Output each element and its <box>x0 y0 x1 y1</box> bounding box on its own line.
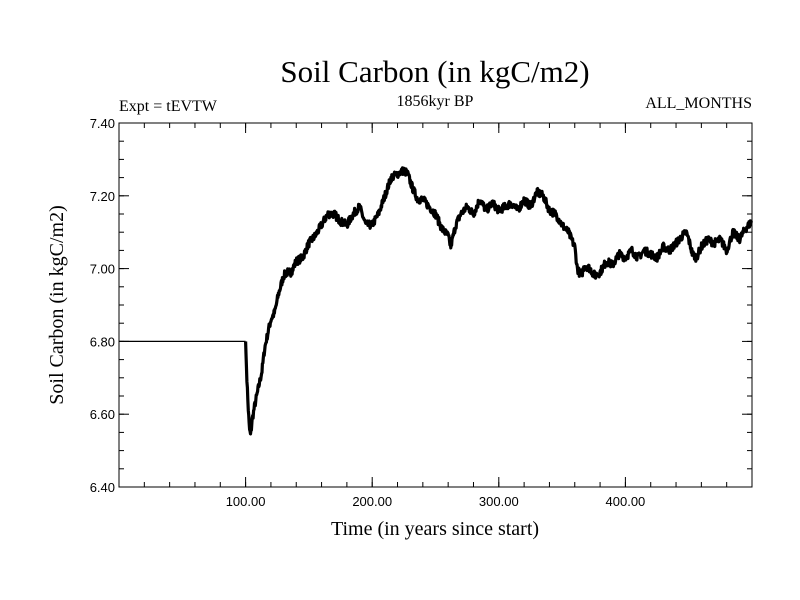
y-axis-label: Soil Carbon (in kgC/m2) <box>46 205 68 404</box>
soil-carbon-series-line <box>244 166 753 436</box>
chart-subtitle: 1856kyr BP <box>397 93 474 110</box>
y-tick-label: 6.40 <box>90 480 115 495</box>
months-label: ALL_MONTHS <box>645 95 752 112</box>
y-tick-label: 6.80 <box>90 334 115 349</box>
axis-ticks <box>119 122 752 488</box>
y-tick-label: 7.20 <box>90 189 115 204</box>
plot-frame <box>118 122 753 488</box>
y-tick-label: 6.60 <box>90 407 115 422</box>
y-tick-label: 7.00 <box>90 262 115 277</box>
x-tick-label: 100.00 <box>226 494 266 509</box>
x-tick-label: 300.00 <box>479 494 519 509</box>
x-tick-label: 400.00 <box>606 494 646 509</box>
x-tick-label: 200.00 <box>352 494 392 509</box>
x-axis-label: Time (in years since start) <box>331 518 539 540</box>
chart-title: Soil Carbon (in kgC/m2) <box>280 54 589 89</box>
axis-tick-labels: 100.00 200.00 300.00 400.00 6.40 6.60 6.80 7.00… <box>90 116 646 509</box>
experiment-label: Expt = tEVTW <box>119 98 218 115</box>
y-tick-label: 7.40 <box>90 116 115 131</box>
